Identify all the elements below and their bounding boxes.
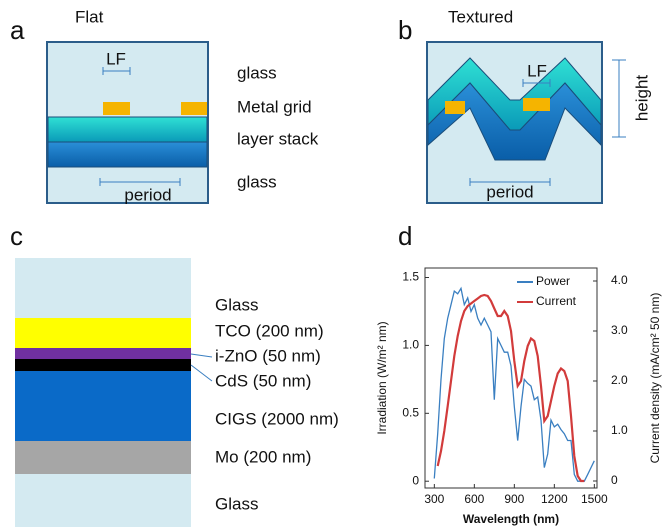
layer bbox=[15, 359, 191, 371]
page: a Flat LF period glass Metal grid layer … bbox=[0, 0, 667, 527]
lf-label: LF bbox=[527, 61, 547, 80]
x-tick-label: 1200 bbox=[541, 492, 568, 506]
metal-grid bbox=[181, 102, 207, 115]
lf-label: LF bbox=[106, 49, 126, 68]
figure: a Flat LF period glass Metal grid layer … bbox=[0, 0, 667, 527]
y-tick-label: 1.5 bbox=[402, 270, 419, 284]
layer-label: i-ZnO (50 nm) bbox=[215, 346, 321, 365]
arrow bbox=[191, 354, 212, 381]
y-tick-label: 1.0 bbox=[402, 338, 419, 352]
panel-letter: b bbox=[398, 15, 412, 45]
panel-letter: c bbox=[10, 221, 23, 251]
layer bbox=[15, 258, 191, 318]
layer-label: Mo (200 nm) bbox=[215, 447, 311, 466]
layer bbox=[15, 348, 191, 359]
layer-label: Glass bbox=[215, 494, 258, 513]
bracket bbox=[612, 60, 626, 137]
period-label: period bbox=[486, 182, 533, 201]
x-axis-label: Wavelength (nm) bbox=[463, 512, 559, 526]
metal-grid bbox=[523, 98, 550, 111]
y2-tick-label: 2.0 bbox=[611, 373, 628, 387]
layer bbox=[15, 474, 191, 527]
y-axis-label: Irradiation (W/m² nm) bbox=[375, 321, 389, 434]
layer bbox=[15, 441, 191, 474]
layer-label: glass bbox=[237, 172, 277, 191]
series-line bbox=[438, 295, 585, 481]
layer-label: glass bbox=[237, 63, 277, 82]
layer bbox=[15, 371, 191, 441]
panel-letter: d bbox=[398, 221, 412, 251]
y2-tick-label: 3.0 bbox=[611, 323, 628, 337]
layer bbox=[48, 117, 207, 142]
y2-axis-label: Current density (mA/cm² 50 nm) bbox=[648, 293, 662, 464]
layer-label: layer stack bbox=[237, 129, 319, 148]
legend-label: Power bbox=[536, 274, 570, 288]
y2-tick-label: 0 bbox=[611, 473, 618, 487]
metal-grid bbox=[103, 102, 130, 115]
panel-title: Textured bbox=[448, 7, 513, 26]
x-tick-label: 300 bbox=[424, 492, 444, 506]
layer bbox=[15, 318, 191, 348]
legend-label: Current bbox=[536, 294, 577, 308]
layer bbox=[48, 142, 207, 167]
layer-label: TCO (200 nm) bbox=[215, 321, 324, 340]
layer-label: Glass bbox=[215, 295, 258, 314]
layer-label: CdS (50 nm) bbox=[215, 371, 311, 390]
height-label: height bbox=[632, 75, 651, 122]
period-label: period bbox=[124, 185, 171, 204]
y2-tick-label: 1.0 bbox=[611, 423, 628, 437]
panel-title: Flat bbox=[75, 7, 104, 26]
y-tick-label: 0.5 bbox=[402, 405, 419, 419]
panel-letter: a bbox=[10, 15, 25, 45]
x-tick-label: 900 bbox=[504, 492, 524, 506]
layer-label: Metal grid bbox=[237, 97, 312, 116]
y2-tick-label: 4.0 bbox=[611, 273, 628, 287]
y-tick-label: 0 bbox=[412, 473, 419, 487]
series-line bbox=[434, 288, 594, 481]
metal-grid bbox=[445, 101, 465, 114]
layer-label: CIGS (2000 nm) bbox=[215, 409, 339, 428]
x-tick-label: 600 bbox=[464, 492, 484, 506]
x-tick-label: 1500 bbox=[581, 492, 608, 506]
